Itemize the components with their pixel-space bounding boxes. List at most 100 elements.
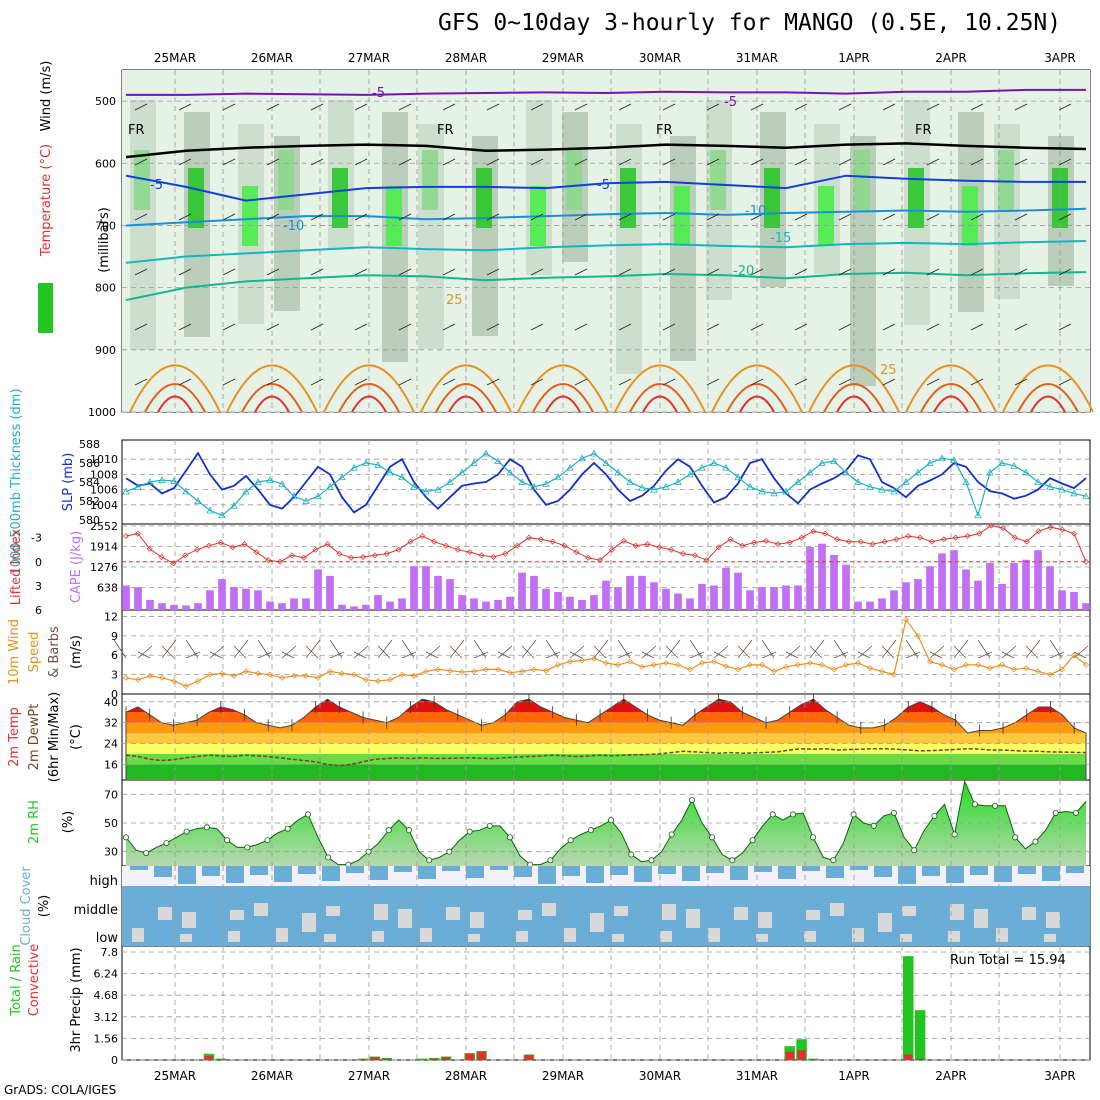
wind-barb [1073, 645, 1089, 659]
wind-speed-marker [927, 658, 933, 665]
precip-convective-bar [785, 1051, 794, 1060]
y-tick-left: -3 [31, 532, 42, 545]
precip-total-bar [796, 1039, 807, 1060]
thickness-marker [866, 482, 874, 490]
isotherm-30 [144, 383, 206, 413]
li-marker [869, 541, 876, 548]
y-axis-label-part: Temperature (°C) [39, 144, 54, 257]
legend-convective: Convective [27, 944, 42, 1017]
rh-marker [971, 801, 978, 808]
rh-core [188, 168, 204, 228]
y-tick-label: 3.12 [94, 1011, 119, 1024]
low-cloud-gap [180, 934, 192, 942]
y-tick-label: 50 [104, 817, 118, 830]
wind-speed-marker [303, 672, 309, 679]
temp-band [126, 733, 1086, 744]
thickness-marker [590, 449, 598, 457]
wind-barb [398, 268, 412, 276]
thickness-marker [614, 468, 622, 476]
middle-cloud-gap [830, 903, 844, 916]
high-cloud-cell [1066, 866, 1084, 873]
wind-barb [706, 213, 720, 221]
low-cloud-gap [420, 928, 432, 942]
y-axis-unit: (%) [61, 811, 76, 834]
precip-total-bar [357, 1058, 369, 1060]
y-axis-label-part: 10m Wind [7, 619, 22, 685]
cape-bar [830, 554, 838, 610]
wind-barb [442, 103, 456, 111]
wind-barb [737, 639, 753, 659]
wind-speed-marker [735, 666, 741, 673]
li-marker [229, 544, 236, 551]
rh-core [764, 168, 780, 228]
isotherm-30 [629, 383, 691, 413]
cape-bar [878, 598, 886, 610]
rh-marker [284, 825, 291, 832]
wind-speed-marker [975, 661, 981, 668]
wind-barb [641, 651, 655, 659]
isotherm-25 [420, 364, 512, 413]
wind-speed-marker [783, 663, 789, 670]
low-cloud-gap [516, 931, 528, 942]
cape-bar [206, 590, 214, 610]
thickness-marker [938, 454, 946, 462]
contour-label: FR [656, 123, 673, 138]
middle-cloud-gap [662, 904, 676, 920]
li-marker [940, 536, 947, 543]
thickness-marker [1070, 489, 1078, 497]
thickness-marker [806, 468, 814, 476]
isotherm-line [126, 88, 1086, 96]
li-marker [288, 552, 295, 559]
thickness-marker [506, 468, 514, 476]
wind-barb [794, 378, 808, 386]
y-tick-left: 0 [35, 556, 42, 569]
li-line [125, 525, 1087, 564]
cape-bar [806, 546, 814, 610]
wind-barb [833, 639, 847, 659]
date-label-top: 2APR [935, 51, 966, 65]
y-axis-label-part: 2m Temp [7, 707, 22, 767]
wind-barb [857, 651, 871, 659]
date-label-top: 25MAR [154, 51, 196, 65]
wind-barb [926, 268, 940, 276]
y-tick-left: 584 [79, 476, 100, 489]
middle-cloud-gap [398, 909, 412, 928]
y-tick-label: 1000 [88, 406, 116, 419]
wind-barb [161, 639, 177, 659]
li-marker [893, 536, 900, 543]
wind-barb [178, 323, 192, 331]
wind-barb [618, 323, 632, 331]
li-marker [1047, 524, 1054, 531]
thickness-marker [626, 478, 634, 485]
cape-bar [398, 598, 406, 610]
high-cloud-cell [178, 866, 196, 884]
wind-barb [926, 213, 940, 221]
isotherm-25 [808, 364, 900, 413]
y-axis-label-part: (°C) [69, 724, 84, 750]
thickness-marker [530, 482, 538, 490]
cape-bar [134, 587, 142, 610]
wind-barb [750, 103, 764, 111]
thickness-marker [914, 468, 922, 476]
middle-cloud-gap [230, 910, 244, 920]
wind-barb [222, 378, 236, 386]
li-marker [703, 557, 710, 564]
y-tick-label: 40 [104, 696, 118, 709]
series-line-slp [125, 451, 1087, 514]
middle-cloud-gap [974, 909, 988, 928]
y-tick-label: 30 [104, 846, 118, 859]
thickness-marker [290, 492, 298, 500]
cape-bar [890, 590, 898, 610]
contour-label: -5 [597, 178, 610, 193]
isotherm-35 [157, 395, 193, 413]
wind-speed-line [125, 618, 1087, 687]
cloud-level-label: low [96, 931, 119, 946]
rh-marker [203, 824, 210, 831]
high-cloud-cell [538, 866, 556, 884]
wind-speed-marker [1083, 661, 1089, 668]
wind-speed-marker [255, 670, 261, 677]
wind-barb [134, 268, 148, 276]
wind-speed-marker [567, 658, 573, 665]
y-tick-label: 3 [111, 669, 118, 682]
wind-speed-marker [339, 670, 345, 677]
